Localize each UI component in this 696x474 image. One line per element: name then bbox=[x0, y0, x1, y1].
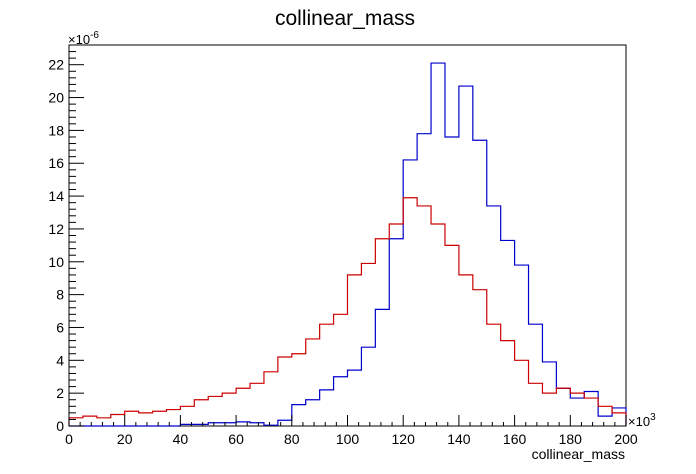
x-tick-label: 80 bbox=[284, 431, 300, 447]
plot-frame bbox=[68, 44, 627, 427]
y-tick-label: 18 bbox=[48, 122, 64, 138]
series-layer bbox=[68, 62, 627, 427]
y-tick-label: 10 bbox=[48, 254, 64, 270]
x-tick-label: 60 bbox=[228, 431, 244, 447]
y-multiplier-exp: -6 bbox=[90, 30, 99, 41]
y-tick-label: 12 bbox=[48, 221, 64, 237]
y-multiplier-label: ×10-6 bbox=[68, 30, 99, 47]
x-tick-label: 200 bbox=[614, 431, 638, 447]
x-tick-label: 100 bbox=[336, 431, 360, 447]
series-1-line bbox=[68, 197, 627, 426]
y-tick-label: 16 bbox=[48, 155, 64, 171]
x-tick-label: 140 bbox=[447, 431, 471, 447]
y-axis: 0 2 4 6 8 10 12 14 16 18 20 22 bbox=[48, 44, 84, 434]
y-tick-label: 0 bbox=[56, 418, 64, 434]
y-tick-label: 14 bbox=[48, 188, 64, 204]
x-tick-label: 20 bbox=[117, 431, 133, 447]
x-tick-label: 180 bbox=[559, 431, 583, 447]
x-tick-label: 160 bbox=[503, 431, 527, 447]
x-multiplier-label: ×103 bbox=[628, 412, 656, 429]
y-tick-label: 22 bbox=[48, 57, 64, 73]
x-axis-title: collinear_mass bbox=[532, 446, 625, 462]
y-tick-label: 4 bbox=[56, 352, 64, 368]
x-multiplier-exp: 3 bbox=[650, 412, 656, 423]
x-tick-label: 120 bbox=[392, 431, 416, 447]
x-tick-label: 0 bbox=[65, 431, 73, 447]
y-tick-label: 8 bbox=[56, 287, 64, 303]
x-axis: 0 20 40 60 80 100 120 140 160 180 200 bbox=[65, 415, 638, 447]
y-tick-label: 20 bbox=[48, 90, 64, 106]
y-tick-label: 2 bbox=[56, 385, 64, 401]
chart-title: collinear_mass bbox=[275, 7, 415, 30]
series-0-line bbox=[69, 62, 627, 427]
x-tick-label: 40 bbox=[173, 431, 189, 447]
y-tick-label: 6 bbox=[56, 319, 64, 335]
